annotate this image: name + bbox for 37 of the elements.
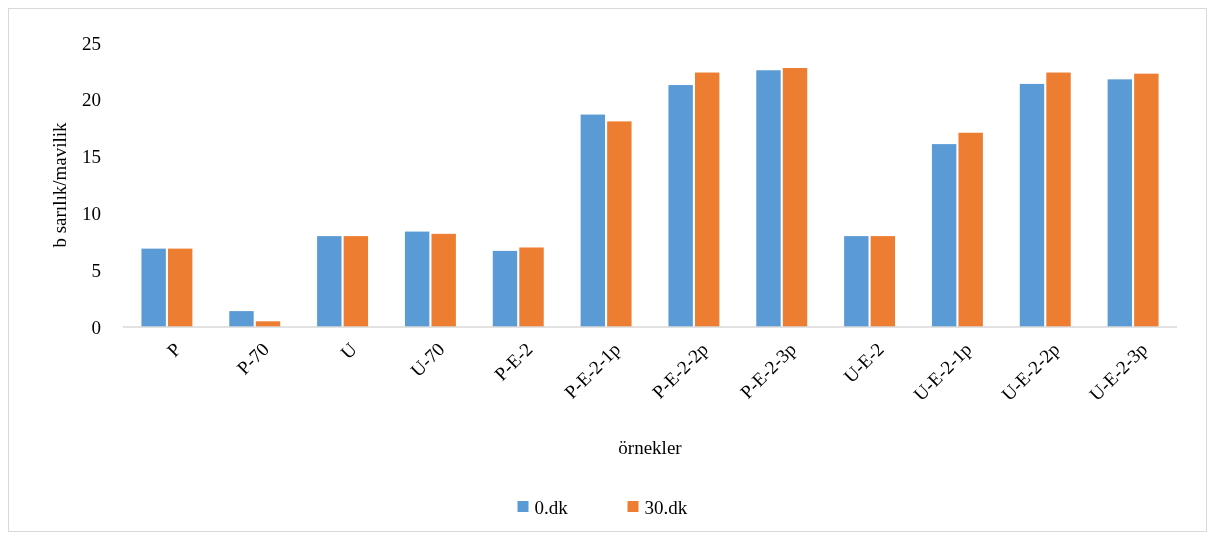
bar bbox=[1046, 72, 1071, 327]
x-tick-label: P-70 bbox=[232, 338, 273, 379]
bar bbox=[958, 132, 983, 327]
legend-label: 30.dk bbox=[644, 496, 688, 518]
bar bbox=[141, 248, 166, 327]
y-tick-label: 15 bbox=[82, 146, 101, 168]
y-tick-label: 10 bbox=[82, 203, 101, 225]
y-tick-label: 25 bbox=[82, 32, 101, 54]
bar bbox=[343, 236, 369, 327]
bar bbox=[519, 247, 544, 327]
y-tick-label: 5 bbox=[91, 259, 101, 281]
bar bbox=[580, 114, 606, 327]
bar bbox=[229, 311, 254, 327]
bar bbox=[607, 121, 632, 327]
legend-label: 0.dk bbox=[534, 496, 569, 518]
bar bbox=[431, 233, 456, 327]
bar bbox=[668, 85, 693, 327]
bar bbox=[756, 70, 781, 327]
y-axis-title: b sarılık/mavilik bbox=[49, 121, 70, 248]
bar bbox=[870, 236, 896, 327]
x-tick-label: U-70 bbox=[406, 338, 449, 381]
bar bbox=[844, 236, 869, 327]
bar bbox=[782, 67, 808, 327]
bar bbox=[317, 236, 342, 327]
y-tick-label: 0 bbox=[91, 316, 101, 338]
x-tick-label: U bbox=[336, 338, 361, 363]
bar bbox=[694, 72, 720, 327]
x-axis-title: örnekler bbox=[618, 437, 683, 458]
x-tick-label: P bbox=[162, 338, 186, 361]
bar bbox=[1019, 83, 1045, 327]
bar bbox=[404, 231, 430, 327]
y-tick-label: 20 bbox=[82, 89, 101, 111]
bar bbox=[1107, 79, 1133, 327]
bar bbox=[931, 144, 957, 327]
bar bbox=[492, 250, 518, 327]
bar bbox=[167, 248, 193, 327]
bar bbox=[1134, 73, 1159, 327]
